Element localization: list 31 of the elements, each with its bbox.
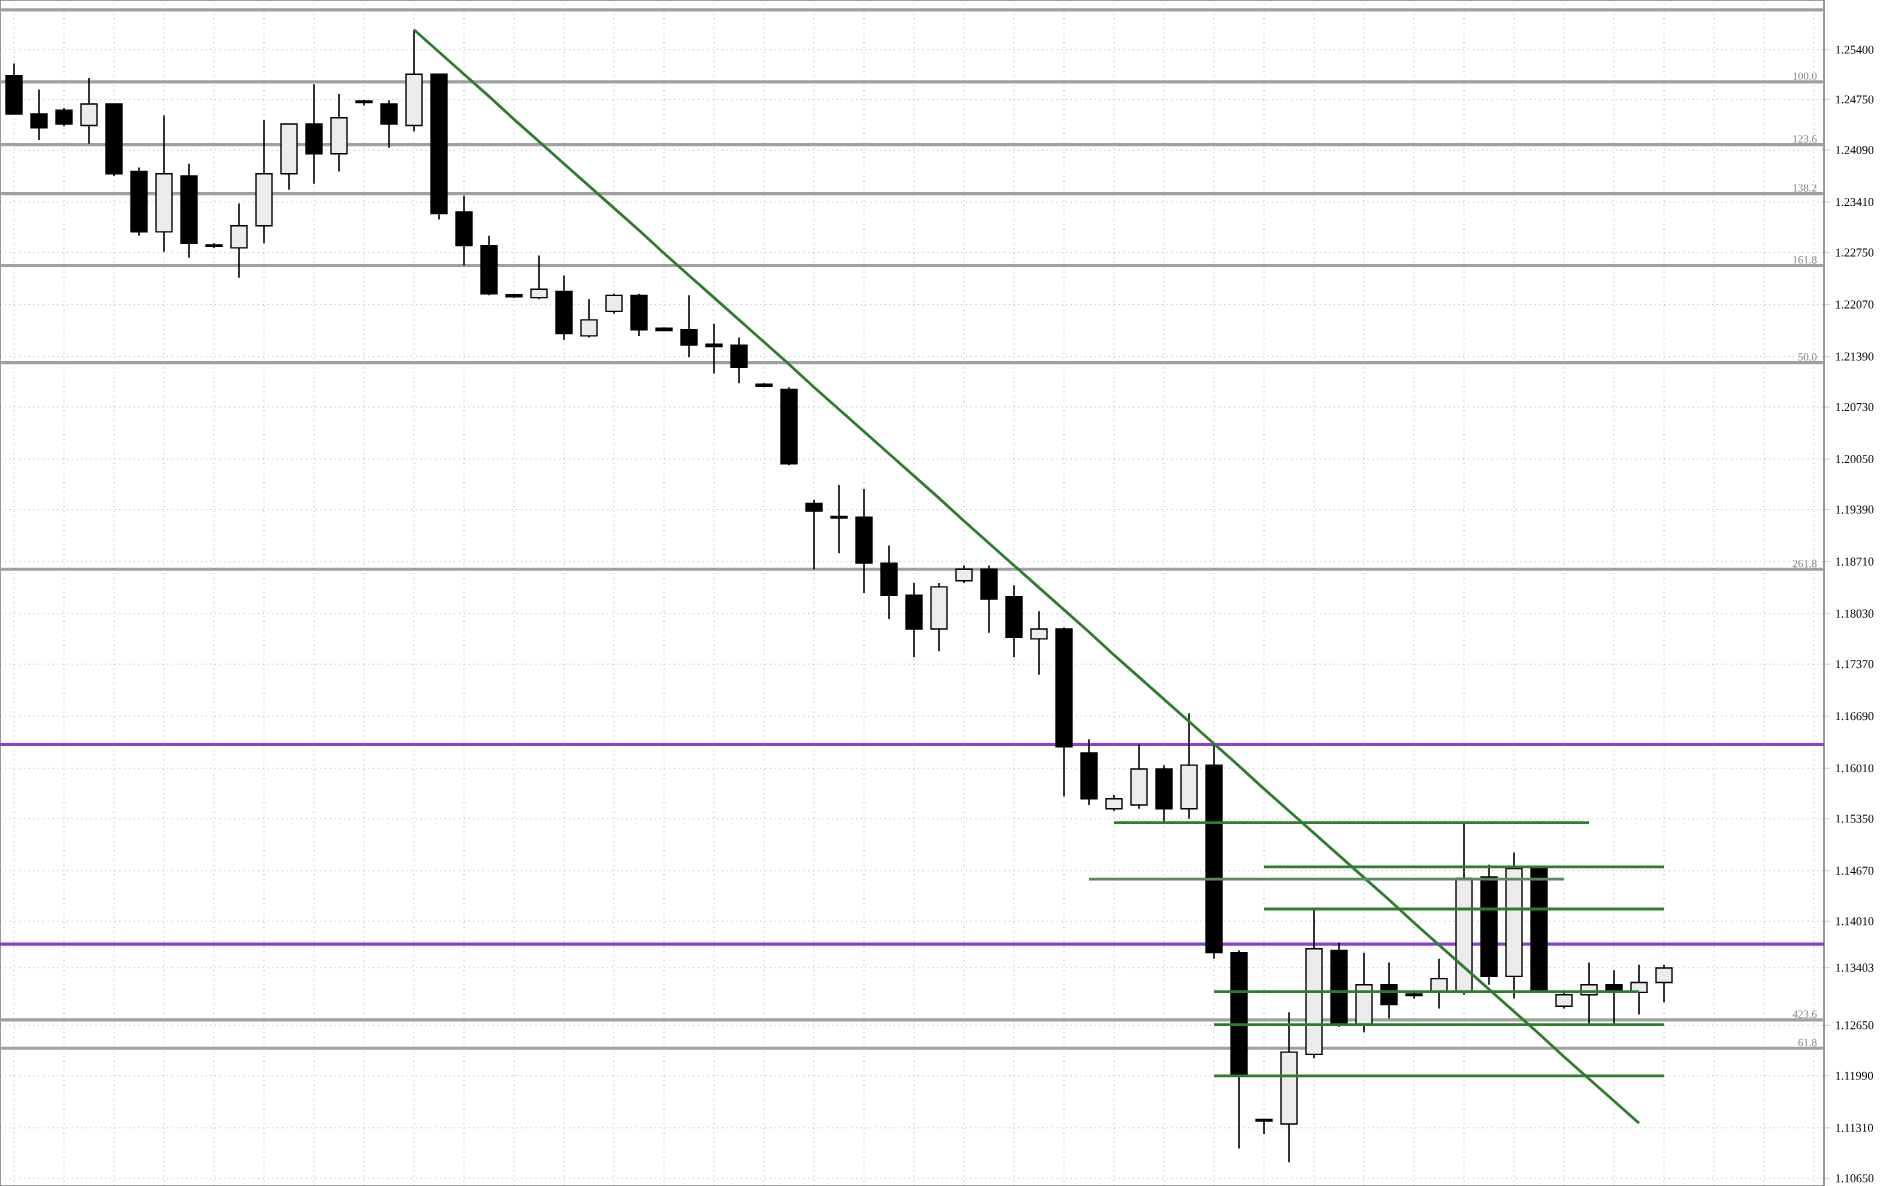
candlestick bbox=[630, 293, 648, 337]
candlestick bbox=[1130, 743, 1148, 810]
candlestick bbox=[1655, 964, 1673, 1004]
candlestick bbox=[1080, 738, 1098, 806]
candlestick bbox=[905, 582, 923, 659]
candlestick bbox=[730, 336, 748, 385]
candlestick bbox=[930, 582, 948, 652]
candlestick bbox=[530, 254, 548, 300]
candlestick bbox=[330, 93, 348, 173]
candlestick bbox=[855, 488, 873, 594]
candlestick bbox=[380, 99, 398, 149]
candlestick bbox=[830, 484, 848, 554]
candlestick bbox=[1030, 610, 1048, 676]
candlestick bbox=[880, 544, 898, 620]
candlestick bbox=[80, 77, 98, 145]
candlestick bbox=[230, 202, 248, 279]
candlestick bbox=[555, 274, 573, 341]
candlestick bbox=[5, 62, 23, 115]
candlestick bbox=[605, 293, 623, 315]
candlestick bbox=[980, 564, 998, 634]
candlestick bbox=[580, 298, 598, 339]
candlestick bbox=[55, 107, 73, 128]
candlestick bbox=[1180, 712, 1198, 820]
candlestick bbox=[680, 294, 698, 359]
candlestick bbox=[30, 88, 48, 141]
candlestick bbox=[455, 195, 473, 267]
candlestick bbox=[305, 83, 323, 185]
candlestick bbox=[805, 498, 823, 571]
candlestick bbox=[1255, 1117, 1273, 1135]
candlestick bbox=[1155, 764, 1173, 824]
candlestick bbox=[1005, 584, 1023, 659]
